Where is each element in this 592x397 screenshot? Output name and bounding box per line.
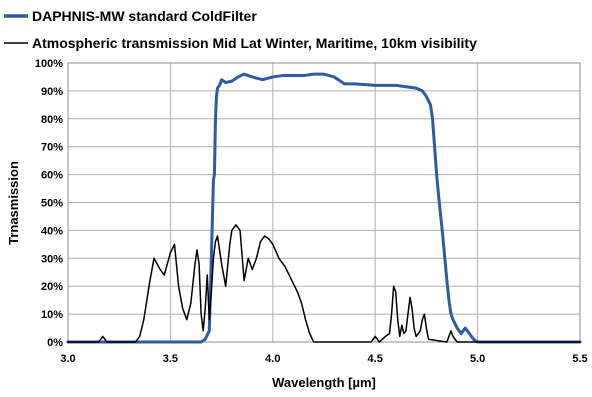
y-axis-title: Trnasmission <box>6 161 21 245</box>
y-tick-label: 30% <box>41 253 63 265</box>
y-tick-label: 90% <box>41 86 63 98</box>
gridlines <box>68 63 580 342</box>
series-layer <box>68 74 580 342</box>
y-tick-label: 0% <box>47 337 63 349</box>
y-tick-label: 100% <box>35 58 63 70</box>
y-tick-label: 70% <box>41 142 63 154</box>
series-line-atmospheric <box>68 225 580 342</box>
legend-label-cold-filter: DAPHNIS-MW standard ColdFilter <box>32 8 257 24</box>
x-axis-title: Wavelength [µm] <box>272 375 376 390</box>
y-tick-label: 60% <box>41 170 63 182</box>
y-tick-label: 80% <box>41 114 63 126</box>
x-axis-ticks: 3.0 3.5 4.0 4.5 5.0 5.5 <box>60 353 587 365</box>
y-axis-ticks: 0% 10% 20% 30% 40% 50% 60% 70% 80% 90% 100% <box>35 58 63 349</box>
x-tick-label: 4.0 <box>265 353 280 365</box>
x-tick-label: 3.0 <box>60 353 75 365</box>
legend-label-atmospheric: Atmospheric transmission Mid Lat Winter,… <box>32 35 477 51</box>
legend: DAPHNIS-MW standard ColdFilter Atmospher… <box>4 8 477 51</box>
y-tick-label: 50% <box>41 198 63 210</box>
y-tick-label: 20% <box>41 281 63 293</box>
x-tick-label: 5.5 <box>572 353 587 365</box>
y-tick-label: 40% <box>41 225 63 237</box>
series-line-cold-filter <box>68 74 580 342</box>
x-tick-label: 3.5 <box>163 353 178 365</box>
y-tick-label: 10% <box>41 309 63 321</box>
x-tick-label: 4.5 <box>368 353 383 365</box>
x-tick-label: 5.0 <box>470 353 485 365</box>
